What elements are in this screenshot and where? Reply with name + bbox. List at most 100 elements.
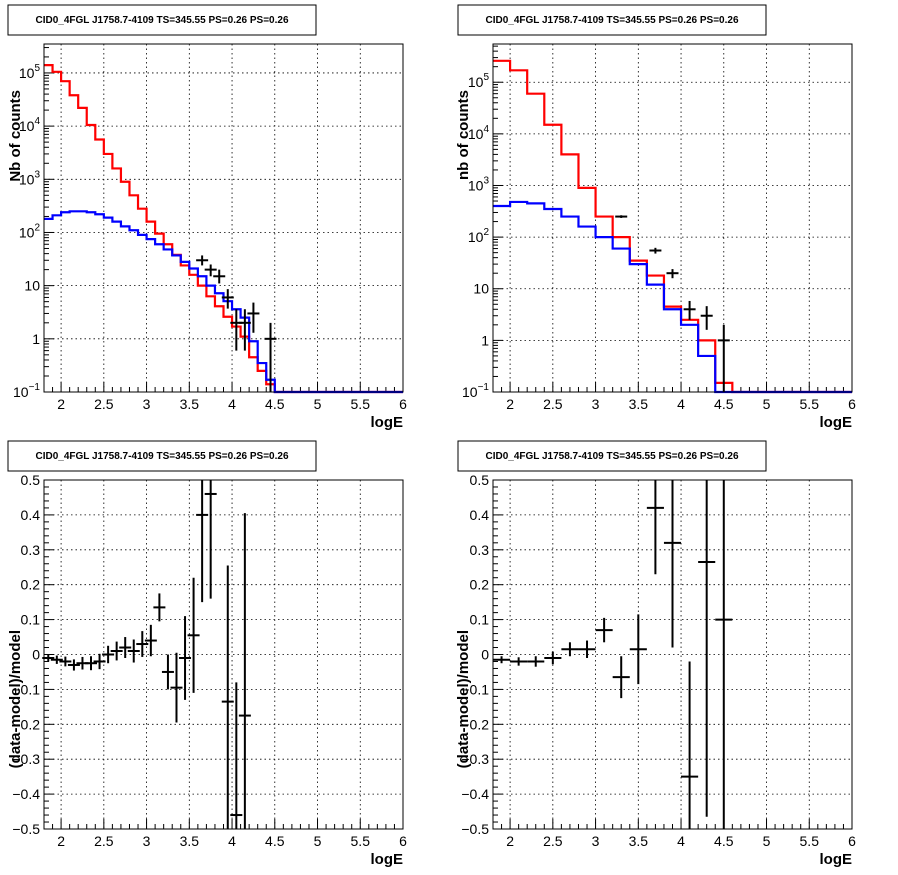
x-tick-label: 2.5 — [543, 396, 563, 412]
x-tick-label: 4.5 — [265, 396, 285, 412]
x-axis-label: logE — [371, 414, 404, 431]
y-tick-label: 102 — [19, 222, 41, 240]
x-axis-label: logE — [820, 414, 853, 431]
data-point — [595, 617, 613, 643]
y-tick-label: 102 — [468, 227, 490, 245]
y-tick-label: 0.5 — [21, 472, 41, 488]
x-tick-label: 2 — [506, 833, 514, 849]
x-tick-label: 6 — [399, 833, 407, 849]
x-tick-label: 3.5 — [629, 396, 649, 412]
x-tick-label: 4 — [677, 396, 685, 412]
x-tick-label: 3 — [143, 833, 151, 849]
y-tick-label: −0.4 — [12, 786, 40, 802]
data-point — [544, 651, 562, 665]
chart-panel-2: CID0_4FGL J1758.7-4109 TS=345.55 PS=0.26… — [455, 4, 856, 431]
x-tick-label: 5 — [763, 396, 771, 412]
data-point — [578, 640, 596, 658]
y-tick-label: −0.3 — [12, 751, 40, 767]
y-tick-label: 105 — [468, 72, 490, 90]
y-tick-label: 0.3 — [21, 542, 41, 558]
data-point — [715, 480, 733, 829]
data-point — [179, 616, 192, 700]
data-point — [213, 269, 226, 284]
y-tick-label: −0.3 — [461, 751, 489, 767]
data-point — [612, 656, 630, 699]
chart-panel-4: CID0_4FGL J1758.7-4109 TS=345.55 PS=0.26… — [455, 440, 856, 868]
chart-panel-1: CID0_4FGL J1758.7-4109 TS=345.55 PS=0.26… — [7, 4, 407, 431]
data-point — [629, 614, 647, 685]
y-axis-label: Nb of counts — [7, 90, 24, 182]
x-tick-label: 2.5 — [94, 396, 114, 412]
data-point — [238, 513, 251, 829]
y-tick-label: 0.2 — [470, 577, 490, 593]
x-tick-label: 4 — [228, 396, 236, 412]
total-model-histogram — [493, 59, 852, 394]
title-box — [7, 440, 317, 472]
data-point — [187, 577, 200, 693]
plot-frame — [492, 479, 853, 830]
data-point — [59, 656, 72, 667]
data-point — [196, 480, 209, 603]
x-tick-label: 3 — [592, 396, 600, 412]
y-tick-label: 10 — [473, 281, 489, 297]
y-tick-label: 0 — [32, 647, 40, 663]
data-point — [67, 659, 80, 671]
x-tick-label: 3.5 — [180, 833, 200, 849]
data-point — [646, 480, 664, 575]
data-point — [700, 306, 713, 330]
y-tick-label: 0.4 — [21, 507, 41, 523]
data-point — [221, 289, 234, 309]
y-tick-label: 105 — [19, 63, 41, 81]
title-box — [7, 4, 317, 36]
y-tick-label: −0.4 — [461, 786, 489, 802]
x-tick-label: 3 — [143, 396, 151, 412]
x-tick-label: 2 — [57, 396, 65, 412]
x-tick-label: 2 — [57, 833, 65, 849]
x-tick-label: 2.5 — [94, 833, 114, 849]
chart-title: CID0_4FGL J1758.7-4109 TS=345.55 PS=0.26… — [485, 451, 738, 462]
y-tick-label: 0.3 — [470, 542, 490, 558]
data-point — [170, 652, 183, 723]
x-tick-label: 3.5 — [180, 396, 200, 412]
y-tick-label: 10−1 — [13, 382, 40, 400]
x-tick-label: 5.5 — [800, 396, 820, 412]
data-point — [683, 300, 696, 320]
data-point — [161, 654, 174, 690]
data-point — [698, 480, 716, 817]
x-tick-label: 4.5 — [714, 833, 734, 849]
y-tick-label: 1 — [32, 331, 40, 347]
data-point — [153, 593, 166, 622]
x-tick-label: 6 — [848, 833, 856, 849]
data-point — [204, 480, 217, 599]
data-point — [196, 255, 209, 266]
chart-title: CID0_4FGL J1758.7-4109 TS=345.55 PS=0.26… — [35, 451, 288, 462]
data-point — [136, 631, 149, 657]
y-tick-label: 0.5 — [470, 472, 490, 488]
x-tick-label: 5.5 — [800, 833, 820, 849]
data-point — [221, 565, 234, 829]
plot-frame — [43, 479, 404, 830]
data-point — [666, 269, 679, 279]
data-point — [493, 656, 511, 664]
chart-title: CID0_4FGL J1758.7-4109 TS=345.55 PS=0.26… — [35, 15, 288, 26]
data-point — [681, 661, 699, 829]
y-tick-label: 0 — [481, 647, 489, 663]
x-tick-label: 5 — [763, 833, 771, 849]
y-tick-label: −0.2 — [461, 716, 489, 732]
x-axis-label: logE — [820, 851, 853, 868]
data-point — [663, 480, 682, 648]
chart-title: CID0_4FGL J1758.7-4109 TS=345.55 PS=0.26… — [485, 15, 738, 26]
y-tick-label: −0.1 — [461, 681, 489, 697]
y-tick-label: 0.4 — [470, 507, 490, 523]
source-model-histogram — [44, 210, 403, 394]
y-tick-label: −0.2 — [12, 716, 40, 732]
y-tick-label: 10 — [24, 278, 40, 294]
data-point — [85, 656, 98, 671]
data-point — [264, 322, 277, 392]
x-tick-label: 4 — [228, 833, 236, 849]
data-point — [717, 324, 730, 392]
source-model-histogram — [493, 200, 852, 394]
total-model-histogram — [44, 64, 403, 394]
y-axis-label: (data-model)/model — [7, 630, 24, 768]
